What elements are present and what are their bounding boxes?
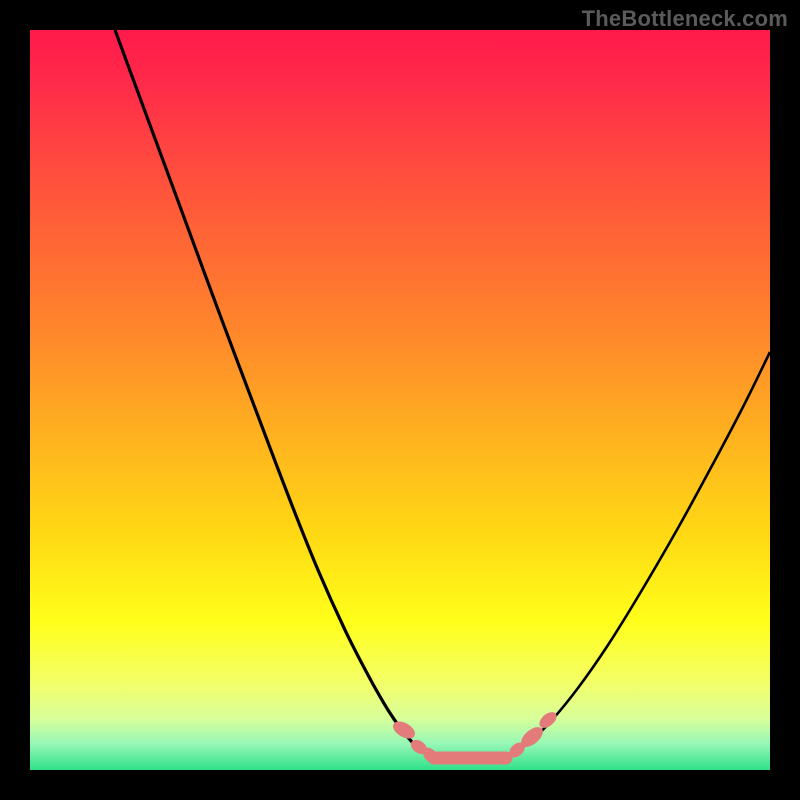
bottleneck-chart-svg bbox=[30, 30, 770, 770]
chart-frame: TheBottleneck.com bbox=[0, 0, 800, 800]
watermark-text: TheBottleneck.com bbox=[582, 6, 788, 32]
plot-area bbox=[30, 30, 770, 770]
gradient-background bbox=[30, 30, 770, 770]
